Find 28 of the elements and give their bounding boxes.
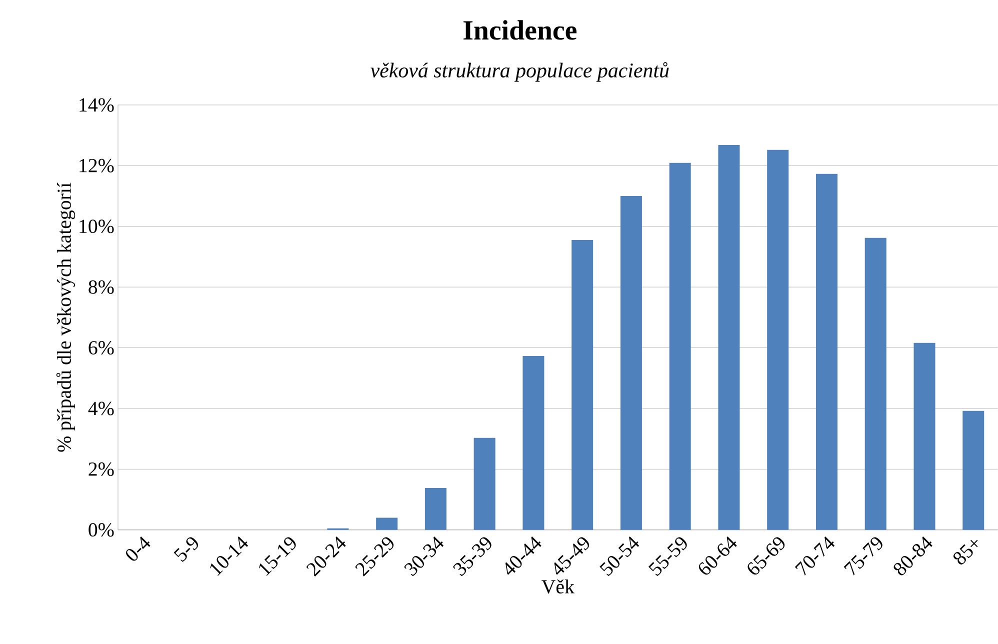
- bar: [962, 410, 984, 530]
- bar: [718, 145, 740, 530]
- bar: [620, 196, 642, 530]
- bar: [424, 488, 446, 530]
- bar: [572, 240, 594, 530]
- y-tick-label: 12%: [80, 158, 114, 172]
- bar: [816, 174, 838, 530]
- chart-subtitle: věková struktura populace pacientů: [370, 62, 669, 82]
- y-axis-title: % případů dle věkových kategorií: [56, 182, 76, 452]
- chart-title: Incidence: [464, 20, 576, 40]
- y-tick-label: 14%: [80, 98, 114, 112]
- x-tick-label: 5-9: [174, 537, 198, 562]
- y-tick-label: 2%: [88, 462, 114, 476]
- bar: [914, 342, 936, 530]
- x-tick-label: 0-4: [126, 536, 150, 561]
- bar: [376, 518, 398, 530]
- bar: [669, 163, 691, 530]
- bar: [474, 438, 496, 530]
- bar: [864, 238, 886, 530]
- y-tick-label: 8%: [88, 280, 114, 294]
- y-tick-label: 6%: [88, 341, 114, 355]
- bar: [767, 150, 789, 530]
- x-tick-label: 85+: [953, 540, 978, 565]
- y-tick-label: 0%: [88, 523, 114, 537]
- y-tick-label: 10%: [80, 220, 114, 234]
- bar: [522, 356, 544, 530]
- y-tick-label: 4%: [88, 402, 114, 416]
- x-axis-title: Věk: [542, 580, 574, 594]
